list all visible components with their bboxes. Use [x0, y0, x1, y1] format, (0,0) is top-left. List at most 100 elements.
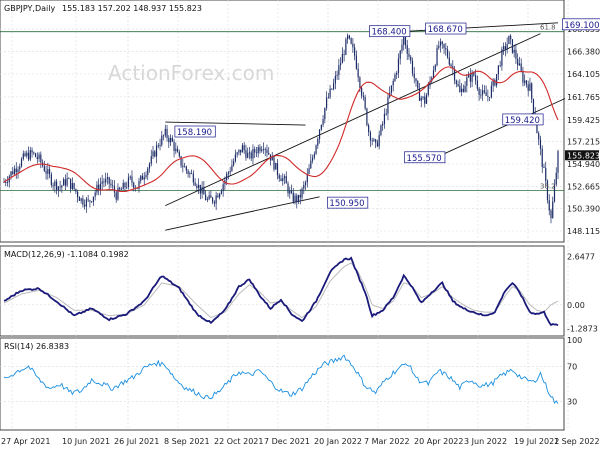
- candle-body: [59, 186, 61, 188]
- candle-body: [150, 156, 152, 164]
- candle-body: [341, 54, 343, 64]
- candle-body: [255, 152, 258, 154]
- candle-body: [141, 175, 144, 180]
- candle-body: [315, 145, 317, 154]
- candle-body: [550, 210, 552, 218]
- date-tick-label: 7 Dec 2021: [264, 437, 310, 446]
- candle-body: [247, 152, 249, 158]
- candle-body: [404, 35, 407, 46]
- candle-body: [27, 152, 30, 160]
- candle-body: [383, 113, 386, 124]
- candle-body: [24, 153, 26, 156]
- candle-body: [138, 180, 140, 189]
- candle-body: [501, 49, 503, 66]
- candle-body: [208, 195, 210, 200]
- candle-body: [152, 151, 154, 157]
- candle-body: [43, 165, 45, 172]
- candle-body: [482, 90, 484, 95]
- candle-body: [205, 194, 207, 201]
- trend-line: [165, 196, 320, 231]
- candle-body: [373, 139, 375, 141]
- candle-body: [362, 95, 364, 98]
- candle-body: [68, 178, 70, 180]
- macd-axis: 2.6477 0.00 -1.2873: [567, 253, 598, 334]
- candle-body: [371, 140, 373, 142]
- rsi-tick-label: 100: [567, 336, 582, 345]
- candle-body: [329, 88, 331, 98]
- candle-body: [15, 168, 17, 173]
- candle-body: [176, 148, 179, 153]
- candle-body: [478, 88, 480, 95]
- candle-body: [513, 49, 515, 53]
- candle-body: [506, 44, 508, 50]
- candle-body: [471, 72, 473, 82]
- candle-body: [520, 63, 522, 71]
- candle-body: [13, 168, 16, 175]
- candle-body: [52, 185, 54, 187]
- candle-body: [91, 201, 93, 203]
- candle-body: [355, 55, 357, 69]
- candle-body: [448, 57, 450, 65]
- candle-body: [522, 70, 524, 83]
- annotation-box: [561, 18, 600, 31]
- candle-body: [425, 94, 428, 104]
- candle-body: [126, 186, 128, 188]
- candle-body: [427, 85, 429, 95]
- ohlc-label: 155.183 157.202 148.937 155.823: [62, 4, 202, 13]
- candle-body: [101, 181, 103, 184]
- candle-body: [219, 193, 221, 198]
- candle-body: [297, 194, 300, 202]
- candle-body: [264, 149, 266, 150]
- candle-body: [157, 145, 159, 147]
- watermark: ActionForex.com: [108, 61, 274, 85]
- candle-body: [345, 39, 347, 55]
- candle-body: [296, 195, 298, 202]
- candle-body: [543, 166, 545, 168]
- trend-line: [165, 121, 306, 126]
- date-tick-label: 27 Apr 2021: [1, 437, 50, 446]
- rsi-label: RSI(14) 26.8383: [4, 342, 69, 351]
- candle-body: [190, 172, 193, 174]
- candle-body: [392, 80, 394, 86]
- candle-body: [115, 192, 117, 200]
- candle-body: [161, 135, 163, 145]
- symbol-label: GBPJPY,Daily: [4, 4, 55, 13]
- candle-body: [317, 138, 319, 146]
- fib-upper-label: 61.8: [540, 24, 556, 32]
- candle-body: [257, 147, 259, 154]
- candle-body: [518, 63, 521, 66]
- candle-body: [364, 97, 366, 109]
- candle-body: [397, 58, 400, 73]
- candle-body: [201, 187, 203, 194]
- candle-body: [61, 185, 63, 188]
- candle-body: [310, 160, 312, 169]
- moving-average: [3, 66, 559, 193]
- candle-body: [415, 78, 417, 82]
- candle-body: [189, 172, 191, 175]
- candle-body: [243, 145, 245, 151]
- candle-body: [276, 162, 279, 176]
- candle-body: [396, 72, 398, 75]
- candle-body: [443, 43, 445, 48]
- candle-body: [552, 201, 554, 218]
- candle-body: [524, 80, 526, 83]
- candle-body: [450, 64, 452, 67]
- candle-body: [166, 128, 168, 138]
- rsi-line: [3, 354, 559, 404]
- candle-body: [63, 179, 65, 186]
- candle-body: [403, 35, 405, 45]
- candle-body: [92, 196, 95, 202]
- candle-body: [455, 80, 457, 85]
- candle-body: [283, 176, 286, 179]
- candle-body: [376, 142, 379, 147]
- candle-body: [429, 81, 431, 86]
- candle-body: [210, 195, 212, 198]
- price-tick-label: 154.940: [567, 160, 600, 169]
- candle-body: [424, 96, 426, 104]
- date-tick-label: 20 Apr 2022: [414, 437, 463, 446]
- price-tick-label: 148.115: [567, 227, 600, 236]
- candle-body: [385, 113, 387, 115]
- candle-body: [490, 85, 492, 98]
- candle-body: [375, 139, 377, 143]
- candle-body: [536, 122, 538, 134]
